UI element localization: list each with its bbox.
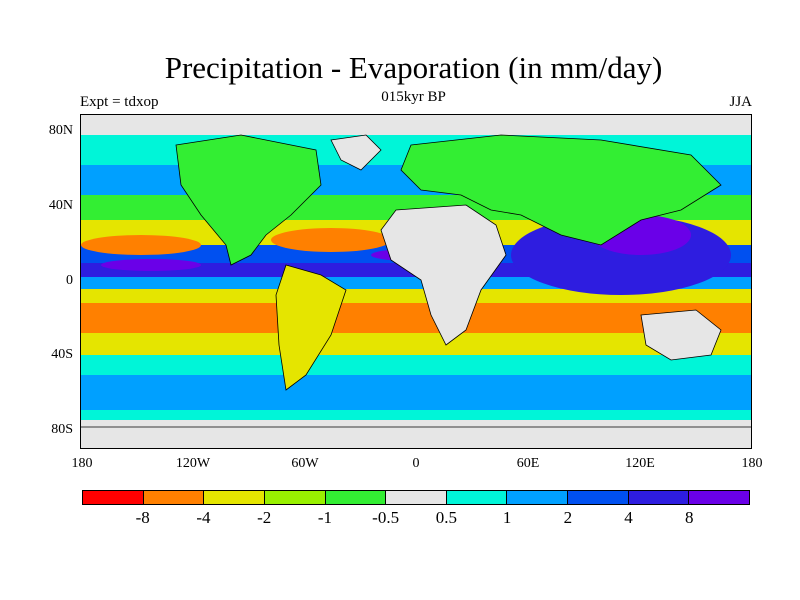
colorbar-label: 1	[502, 508, 512, 527]
x-tick-60w: 60W	[291, 456, 319, 471]
colorbar-label: 4	[624, 508, 633, 527]
colorbar-box	[689, 491, 750, 504]
precip-evap-map	[81, 115, 751, 448]
colorbar-box	[83, 491, 144, 504]
band-south-transition	[81, 333, 751, 355]
y-tick-0: 0	[66, 273, 73, 288]
y-tick-40s: 40S	[51, 347, 73, 362]
plot-title: Precipitation - Evaporation (in mm/day)	[164, 50, 663, 85]
greenland	[330, 134, 382, 171]
colorbar	[82, 490, 750, 505]
plot-subtitle: 015kyr BP	[381, 89, 446, 105]
band-south-midlat	[81, 355, 751, 375]
x-tick-60e: 60E	[516, 456, 540, 471]
y-tick-80n: 80N	[48, 123, 73, 138]
colorbar-box	[507, 491, 569, 504]
x-tick-120e: 120E	[625, 456, 655, 471]
colorbar-box	[264, 491, 326, 504]
x-tick-0: 0	[412, 456, 420, 471]
colorbar-box	[568, 491, 629, 504]
australia	[640, 309, 722, 361]
colorbar-box	[204, 491, 265, 504]
x-tick-120w: 120W	[175, 456, 211, 471]
africa	[380, 204, 507, 346]
colorbar-label: -4	[196, 508, 211, 527]
south-america	[275, 264, 347, 391]
pacific-itcz	[101, 259, 201, 271]
colorbar-label: -1	[317, 508, 332, 527]
colorbar-label: 2	[563, 508, 573, 527]
atlantic-dry-zone	[271, 228, 391, 252]
band-south-subtropics	[81, 303, 751, 333]
north-america	[175, 134, 322, 266]
map-panel	[80, 114, 752, 449]
band-southern-ocean	[81, 375, 751, 410]
band-antarctica	[81, 420, 751, 448]
y-tick-40n: 40N	[48, 198, 73, 213]
pacific-dry-zone	[81, 235, 201, 255]
colorbar-label: -0.5	[372, 508, 400, 527]
season-label: JJA	[729, 94, 752, 110]
x-tick-180w: 180	[71, 456, 93, 471]
colorbar-label: -8	[135, 508, 150, 527]
colorbar-box	[628, 491, 690, 504]
colorbar-box	[386, 491, 447, 504]
band-antarctic-edge	[81, 410, 751, 420]
eurasia	[400, 134, 722, 246]
colorbar-label: 0.5	[435, 508, 457, 527]
colorbar-box	[143, 491, 205, 504]
colorbar-box	[446, 491, 508, 504]
y-tick-80s: 80S	[51, 422, 73, 437]
colorbar-box	[325, 491, 387, 504]
x-tick-180e: 180	[741, 456, 763, 471]
experiment-label: Expt = tdxop	[80, 94, 159, 110]
colorbar-label: -2	[257, 508, 272, 527]
band-arctic	[81, 115, 751, 135]
colorbar-label: 8	[685, 508, 694, 527]
